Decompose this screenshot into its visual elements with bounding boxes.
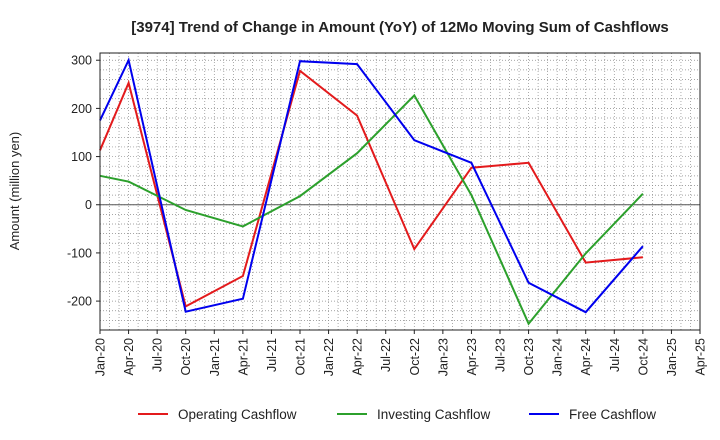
axis-layer: 300 200 100 0 -100 -200 Jan-20 Apr-20 Jul-20 Oct-… xyxy=(67,52,708,376)
y-axis-label: Amount (million yen) xyxy=(7,132,22,251)
x-tick-label: Jul-20 xyxy=(151,338,165,372)
x-tick-label: Apr-21 xyxy=(236,338,250,376)
y-tick-label: -200 xyxy=(67,295,92,309)
x-tick-label: Jan-20 xyxy=(94,338,108,376)
series-line-3 xyxy=(99,57,644,314)
y-tick-label: 0 xyxy=(85,198,92,212)
x-tick-label: Jan-21 xyxy=(208,338,222,376)
series-line-2 xyxy=(99,93,644,326)
x-tick-label: Jan-22 xyxy=(322,338,336,376)
x-tick-label: Jul-22 xyxy=(379,338,393,372)
x-tick-label: Apr-20 xyxy=(122,338,136,376)
plot-frame xyxy=(99,52,701,331)
x-tick-label: Oct-24 xyxy=(636,338,650,376)
x-tick-label: Oct-22 xyxy=(408,338,422,376)
x-tick-label: Jul-23 xyxy=(494,338,508,372)
x-tick-label: Jul-21 xyxy=(265,338,279,372)
series-line-1 xyxy=(99,69,643,308)
y-tick-label: 200 xyxy=(71,102,92,116)
x-tick-label: Apr-24 xyxy=(579,338,593,376)
x-tick-label: Oct-21 xyxy=(294,338,308,376)
y-tick-label: -100 xyxy=(67,246,92,260)
x-tick-label: Apr-22 xyxy=(351,338,365,376)
x-tick-label: Apr-25 xyxy=(694,338,708,376)
x-tick-label: Jan-25 xyxy=(665,338,679,376)
grid xyxy=(99,53,701,331)
legend-label-1: Operating Cashflow xyxy=(178,407,297,422)
chart-title: [3974] Trend of Change in Amount (YoY) o… xyxy=(131,19,669,36)
legend-label-3: Free Cashflow xyxy=(569,407,656,422)
x-tick-label: Oct-20 xyxy=(179,338,193,376)
series-layer xyxy=(99,57,644,326)
legend: Operating Cashflow Investing Cashflow Free… xyxy=(138,407,656,422)
x-tick-label: Jul-24 xyxy=(608,338,622,372)
x-tick-label: Jan-24 xyxy=(551,338,565,376)
y-tick-label: 300 xyxy=(71,54,92,68)
x-tick-label: Jan-23 xyxy=(436,338,450,376)
x-tick-label: Apr-23 xyxy=(465,338,479,376)
legend-label-2: Investing Cashflow xyxy=(377,407,491,422)
x-tick-label: Oct-23 xyxy=(522,338,536,376)
y-tick-label: 100 xyxy=(71,150,92,164)
